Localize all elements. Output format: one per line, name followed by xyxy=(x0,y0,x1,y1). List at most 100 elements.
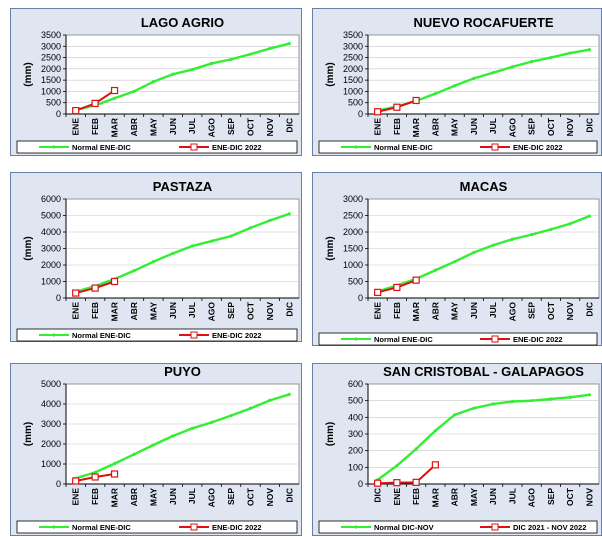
series-normal-point xyxy=(190,426,194,430)
series-normal-point xyxy=(151,80,155,84)
legend-box xyxy=(318,520,598,534)
chart-panel-macas: MACAS 0 500 1000 1500 2000 2500 3000 ENE FEB MAR AB… xyxy=(312,172,602,346)
series-normal-point xyxy=(453,84,457,88)
series-normal-point xyxy=(151,260,155,264)
series-normal-point xyxy=(248,52,253,56)
y-tick-label: 1000 xyxy=(41,86,61,96)
x-tick-label: ABR xyxy=(430,302,440,320)
legend-current-marker xyxy=(190,143,198,151)
legend-label: Normal ENE-DIC xyxy=(374,335,433,344)
series-normal-point xyxy=(210,239,214,243)
chart-panel-nuevo-rocafuerte: NUEVO ROCAFUERTE 0 500 1000 1500 2000 2500 3000… xyxy=(312,8,602,156)
series-normal-point xyxy=(210,61,214,66)
x-tick-label: FEB xyxy=(411,488,421,505)
legend-current-marker xyxy=(491,143,499,151)
series-current-point xyxy=(110,86,119,95)
series-normal-point xyxy=(433,429,437,433)
series-normal-point xyxy=(190,244,194,248)
series-current-point xyxy=(412,276,420,284)
x-tick-label: ABR xyxy=(129,488,139,506)
series-current-point xyxy=(374,479,382,487)
x-tick-label: FEB xyxy=(90,302,100,319)
x-tick-label: JUN xyxy=(168,302,178,319)
x-tick-label: AGO xyxy=(207,302,217,322)
y-tick-label: 4000 xyxy=(41,227,61,237)
legend-normal-marker xyxy=(52,525,56,529)
y-tick-label: 300 xyxy=(348,429,363,439)
series-normal-point xyxy=(491,402,495,406)
series-normal-point xyxy=(530,233,534,237)
series-normal-point xyxy=(229,234,233,238)
legend-label: Normal ENE-DIC xyxy=(72,331,131,340)
y-tick-label: 2000 xyxy=(41,439,61,449)
x-tick-label: ABR xyxy=(129,118,139,136)
x-tick-label: MAY xyxy=(450,302,460,320)
legend-current-marker xyxy=(491,335,499,343)
x-tick-label: MAY xyxy=(148,302,158,320)
y-tick-label: 1500 xyxy=(343,244,363,254)
series-normal-point xyxy=(287,212,291,216)
x-tick-label: ENE xyxy=(373,302,383,320)
y-tick-label: 3000 xyxy=(343,41,363,51)
y-tick-label: 3000 xyxy=(41,244,61,254)
series-normal-point xyxy=(510,65,514,69)
series-normal-point xyxy=(229,57,233,61)
x-tick-label: MAR xyxy=(430,488,440,507)
x-tick-label: ABR xyxy=(129,302,139,320)
series-normal-point xyxy=(510,237,514,241)
series-normal-point xyxy=(491,243,495,247)
legend-label: ENE-DIC 2022 xyxy=(513,335,563,344)
series-normal-point xyxy=(414,447,418,451)
y-tick-label: 2000 xyxy=(343,227,363,237)
y-tick-label: 3000 xyxy=(343,194,363,204)
series-normal-point xyxy=(530,60,534,64)
series-normal-point xyxy=(248,226,253,230)
legend-normal-marker xyxy=(52,333,56,337)
x-tick-label: MAR xyxy=(411,118,421,137)
y-tick-label: 3500 xyxy=(343,30,363,40)
legend-normal-marker xyxy=(52,145,56,149)
y-tick-label: 3000 xyxy=(41,419,61,429)
x-tick-label: SEP xyxy=(226,118,236,135)
series-normal-point xyxy=(112,96,117,100)
x-tick-label: ENE xyxy=(392,488,402,506)
y-tick-label: 6000 xyxy=(41,194,61,204)
x-tick-label: NOV xyxy=(565,302,575,321)
y-tick-label: 0 xyxy=(56,479,61,489)
y-tick-label: 4000 xyxy=(41,399,61,409)
x-tick-label: OCT xyxy=(546,117,556,136)
series-current-point xyxy=(72,477,80,485)
x-tick-label: FEB xyxy=(90,488,100,505)
series-current-point xyxy=(393,479,401,487)
y-axis-label: (mm) xyxy=(325,422,336,446)
legend-current-marker xyxy=(491,523,499,531)
series-normal-line xyxy=(75,42,290,112)
legend-label: Normal ENE-DIC xyxy=(72,523,131,532)
series-current-point xyxy=(393,283,401,292)
y-tick-label: 500 xyxy=(348,98,363,108)
y-tick-label: 500 xyxy=(348,277,363,287)
x-tick-label: JUN xyxy=(168,488,178,505)
series-normal-point xyxy=(453,260,457,264)
series-current-point xyxy=(72,289,80,297)
x-tick-label: MAY xyxy=(148,118,158,136)
x-tick-label: DIC xyxy=(584,118,594,133)
legend-label: ENE-DIC 2022 xyxy=(212,331,262,340)
series-normal-point xyxy=(268,218,272,223)
series-normal-line xyxy=(75,393,290,480)
x-tick-label: MAY xyxy=(450,118,460,136)
x-tick-label: SEP xyxy=(226,302,236,319)
x-tick-label: JUN xyxy=(168,118,178,135)
chart-title: LAGO AGRIO xyxy=(141,15,224,30)
x-tick-label: MAY xyxy=(148,488,158,506)
x-tick-label: FEB xyxy=(392,118,402,135)
legend-label: Normal ENE-DIC xyxy=(72,143,131,152)
series-normal-point xyxy=(93,470,97,474)
x-tick-label: MAR xyxy=(411,302,421,321)
x-tick-label: ENE xyxy=(373,118,383,136)
series-normal-point xyxy=(549,55,553,60)
legend-label: DIC 2021 - NOV 2022 xyxy=(513,523,586,532)
y-tick-label: 100 xyxy=(348,462,363,472)
